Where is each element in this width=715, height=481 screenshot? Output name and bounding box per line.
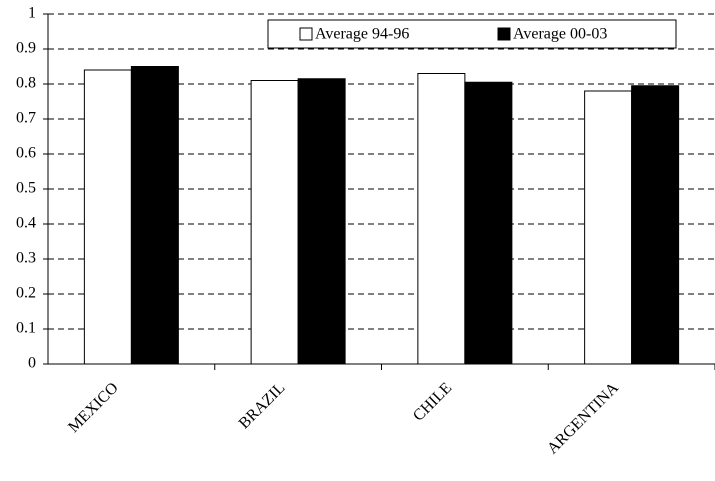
bar [584,90,633,365]
bar [417,73,466,365]
bar [130,66,179,365]
bar [250,80,299,365]
x-tick-label: CHILE [410,379,455,424]
y-tick-label: 0.5 [16,180,36,197]
legend-box [267,19,677,49]
y-tick-label: 0.9 [16,40,36,57]
y-tick-label: 0.8 [16,75,36,92]
y-tick-label: 0.4 [16,215,36,232]
legend-swatch [497,27,511,41]
y-tick-label: 0.3 [16,250,36,267]
y-tick-label: 0.1 [16,320,36,337]
legend-swatch [299,27,313,41]
bar [297,78,346,365]
bar [631,85,680,365]
y-tick-label: 1 [28,5,36,22]
bar [83,69,132,365]
x-tick-label: BRAZIL [236,379,289,432]
legend-label: Average 00-03 [513,26,607,43]
y-tick-label: 0.2 [16,285,36,302]
y-tick-label: 0 [28,355,36,372]
x-tick-label: ARGENTINA [544,379,622,457]
x-tick-label: MEXICO [65,379,122,436]
bar [464,81,513,365]
y-tick-label: 0.6 [16,145,36,162]
legend-label: Average 94-96 [315,26,409,43]
y-tick-label: 0.7 [16,110,36,127]
